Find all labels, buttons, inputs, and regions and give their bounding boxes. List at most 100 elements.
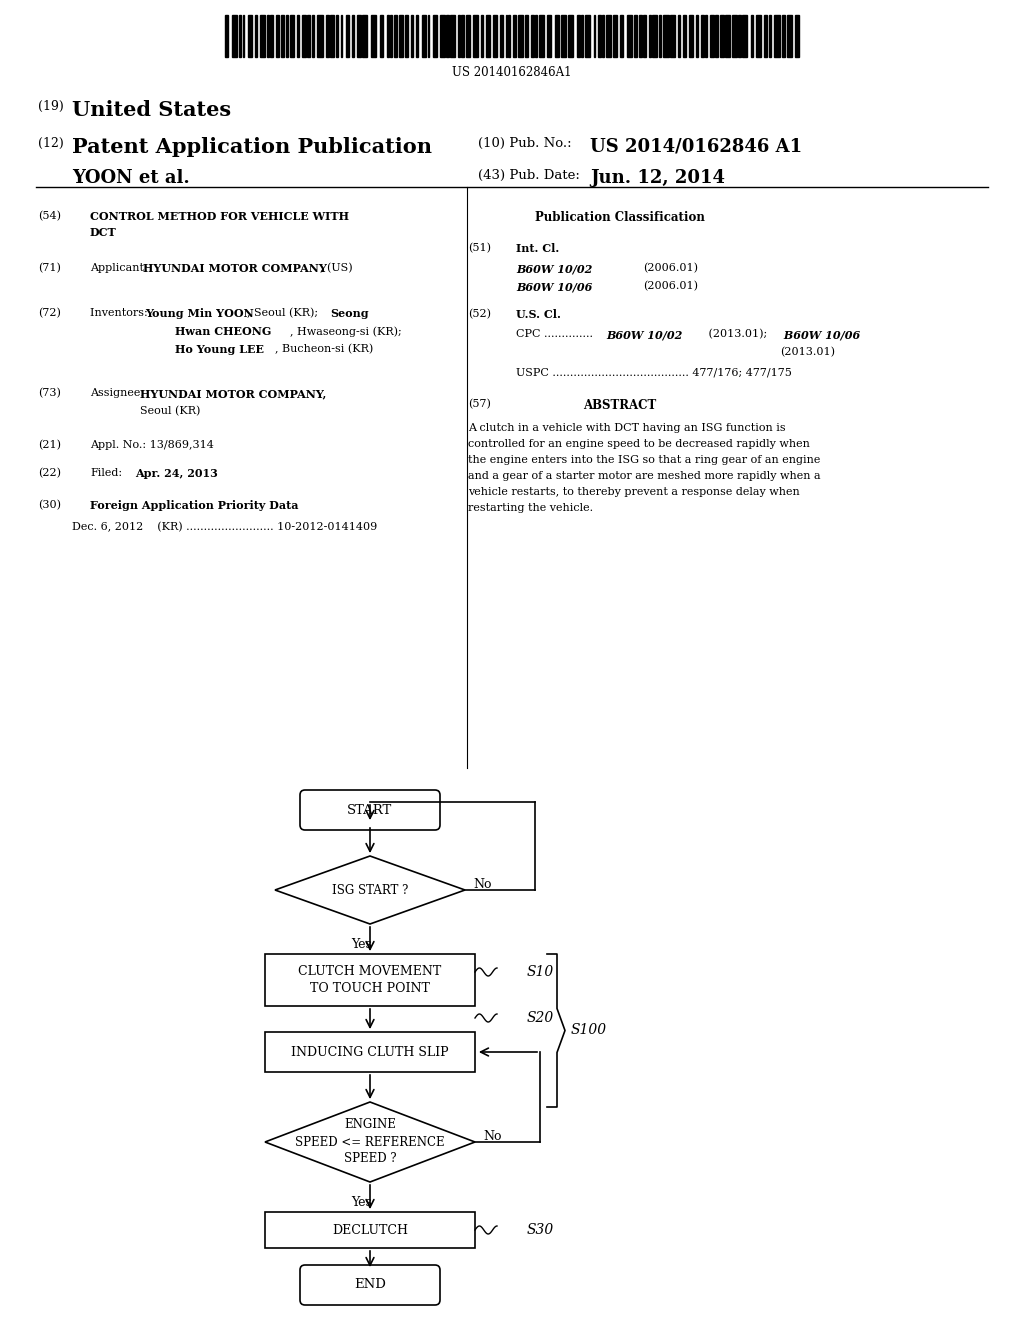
Text: , Bucheon-si (KR): , Bucheon-si (KR) — [275, 345, 374, 355]
Bar — [416, 15, 418, 57]
Bar — [782, 15, 785, 57]
Text: S20: S20 — [527, 1011, 554, 1026]
Bar — [387, 15, 389, 57]
Bar — [643, 15, 646, 57]
Text: (30): (30) — [38, 500, 61, 511]
Bar — [774, 15, 779, 57]
Bar — [683, 15, 686, 57]
Bar — [306, 15, 310, 57]
Bar — [286, 15, 289, 57]
Bar — [508, 15, 510, 57]
Text: , Seoul (KR);: , Seoul (KR); — [247, 308, 322, 318]
Bar — [535, 15, 538, 57]
Bar — [506, 15, 507, 57]
Bar — [706, 15, 707, 57]
Bar — [602, 15, 604, 57]
Bar — [327, 15, 329, 57]
Bar — [696, 15, 697, 57]
Bar — [255, 15, 257, 57]
Bar — [265, 1212, 475, 1247]
Text: CLUTCH MOVEMENT
TO TOUCH POINT: CLUTCH MOVEMENT TO TOUCH POINT — [298, 965, 441, 995]
Bar — [232, 15, 237, 57]
Bar — [659, 15, 662, 57]
Bar — [594, 15, 595, 57]
Text: Ho Young LEE: Ho Young LEE — [175, 345, 264, 355]
Text: B60W 10/06: B60W 10/06 — [780, 329, 860, 341]
Bar — [380, 15, 383, 57]
Text: Yes: Yes — [351, 939, 373, 950]
Text: Filed:: Filed: — [90, 469, 122, 478]
Bar — [725, 15, 729, 57]
Bar — [450, 15, 455, 57]
Text: US 2014/0162846 A1: US 2014/0162846 A1 — [590, 137, 802, 156]
Bar — [330, 15, 334, 57]
Bar — [361, 15, 368, 57]
Bar — [742, 15, 748, 57]
Text: Dec. 6, 2012    (KR) ......................... 10-2012-0141409: Dec. 6, 2012 (KR) ......................… — [72, 523, 377, 532]
Bar — [265, 954, 475, 1006]
Bar — [406, 15, 408, 57]
Text: and a gear of a starter motor are meshed more rapidly when a: and a gear of a starter motor are meshed… — [468, 471, 820, 482]
Bar — [671, 15, 675, 57]
FancyBboxPatch shape — [300, 1265, 440, 1305]
Bar — [757, 15, 761, 57]
Bar — [225, 15, 228, 57]
Text: CPC ..............: CPC .............. — [516, 329, 597, 339]
Bar — [561, 15, 566, 57]
Text: controlled for an engine speed to be decreased rapidly when: controlled for an engine speed to be dec… — [468, 440, 810, 449]
Bar — [649, 15, 650, 57]
Text: YOON et al.: YOON et al. — [72, 169, 189, 187]
Text: the engine enters into the ISG so that a ring gear of an engine: the engine enters into the ISG so that a… — [468, 455, 820, 465]
Bar — [440, 15, 444, 57]
Text: , (US): , (US) — [319, 263, 352, 273]
Bar — [513, 15, 516, 57]
Bar — [796, 15, 799, 57]
Polygon shape — [275, 855, 465, 924]
Text: S10: S10 — [527, 965, 554, 979]
Text: B60W 10/02: B60W 10/02 — [606, 329, 682, 341]
Bar — [433, 15, 437, 57]
Bar — [613, 15, 616, 57]
Text: (43) Pub. Date:: (43) Pub. Date: — [478, 169, 580, 182]
Bar — [458, 15, 461, 57]
Text: (2006.01): (2006.01) — [643, 263, 698, 273]
Bar — [531, 15, 534, 57]
Text: (73): (73) — [38, 388, 60, 399]
Text: Jun. 12, 2014: Jun. 12, 2014 — [590, 169, 725, 187]
Text: (2013.01): (2013.01) — [780, 347, 835, 358]
Bar — [473, 15, 478, 57]
Text: (10) Pub. No.:: (10) Pub. No.: — [478, 137, 571, 150]
Bar — [422, 15, 426, 57]
Bar — [568, 15, 573, 57]
Text: (54): (54) — [38, 211, 61, 222]
Text: No: No — [483, 1130, 502, 1143]
Text: Young Min YOON: Young Min YOON — [145, 308, 254, 319]
Text: ENGINE
SPEED <= REFERENCE
SPEED ?: ENGINE SPEED <= REFERENCE SPEED ? — [295, 1118, 444, 1166]
Bar — [547, 15, 551, 57]
Bar — [390, 15, 392, 57]
Bar — [764, 15, 767, 57]
Bar — [738, 15, 741, 57]
Text: restarting the vehicle.: restarting the vehicle. — [468, 503, 593, 513]
Text: (22): (22) — [38, 469, 61, 479]
Bar — [302, 15, 305, 57]
Text: Applicant:: Applicant: — [90, 263, 152, 273]
Text: Inventors:: Inventors: — [90, 308, 152, 318]
Text: Seong: Seong — [330, 308, 369, 319]
Bar — [317, 15, 323, 57]
Bar — [627, 15, 632, 57]
Text: USPC ....................................... 477/176; 477/175: USPC ...................................… — [516, 367, 792, 378]
Bar — [466, 15, 470, 57]
Text: (21): (21) — [38, 440, 61, 450]
Bar — [606, 15, 611, 57]
Bar — [291, 15, 294, 57]
Text: DCT: DCT — [90, 227, 117, 238]
Bar — [351, 15, 354, 57]
Bar — [581, 15, 584, 57]
Text: DECLUTCH: DECLUTCH — [332, 1224, 408, 1237]
Text: B60W 10/02: B60W 10/02 — [516, 263, 592, 275]
Bar — [260, 15, 265, 57]
Text: HYUNDAI MOTOR COMPANY,: HYUNDAI MOTOR COMPANY, — [140, 388, 327, 399]
Bar — [411, 15, 413, 57]
Text: (57): (57) — [468, 399, 490, 409]
